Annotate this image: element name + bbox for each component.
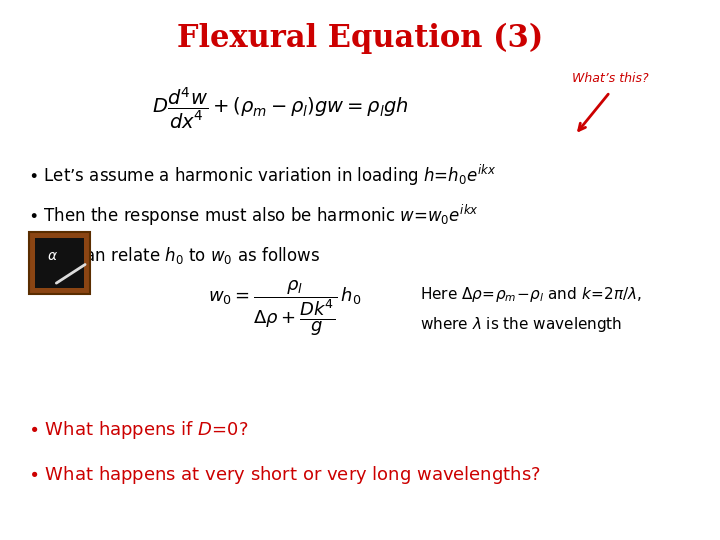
- Text: Here $\Delta\rho\!=\!\rho_m\!-\!\rho_l$ and $k\!=\!2\pi/\lambda,$: Here $\Delta\rho\!=\!\rho_m\!-\!\rho_l$ …: [420, 286, 642, 305]
- Text: $\bullet$ We can relate $\mathit{h}_0$ to $\mathit{w}_0$ as follows: $\bullet$ We can relate $\mathit{h}_0$ t…: [28, 245, 320, 266]
- Text: What’s this?: What’s this?: [572, 71, 648, 84]
- Text: where $\lambda$ is the wavelength: where $\lambda$ is the wavelength: [420, 315, 622, 334]
- Text: $\bullet$ Then the response must also be harmonic $\mathit{w}$=$\mathit{w}_0e^{i: $\bullet$ Then the response must also be…: [28, 202, 479, 227]
- Text: $\bullet$ Let’s assume a harmonic variation in loading $\mathit{h}$=$\mathit{h}_: $\bullet$ Let’s assume a harmonic variat…: [28, 163, 496, 187]
- Text: $w_0 = \dfrac{\rho_l}{\Delta\rho + \dfrac{Dk^4}{g}}\, h_0$: $w_0 = \dfrac{\rho_l}{\Delta\rho + \dfra…: [208, 278, 361, 338]
- Text: $\bullet$ What happens at very short or very long wavelengths?: $\bullet$ What happens at very short or …: [28, 464, 541, 486]
- FancyBboxPatch shape: [35, 238, 84, 288]
- Text: $D\dfrac{d^4w}{dx^4}+(\rho_m-\rho_l)gw=\rho_l gh$: $D\dfrac{d^4w}{dx^4}+(\rho_m-\rho_l)gw=\…: [151, 85, 408, 131]
- FancyBboxPatch shape: [29, 232, 90, 294]
- Text: $\bullet$ What happens if $\mathit{D}$=0?: $\bullet$ What happens if $\mathit{D}$=0…: [28, 419, 248, 441]
- Text: $\alpha$: $\alpha$: [47, 249, 58, 263]
- Text: Flexural Equation (3): Flexural Equation (3): [177, 22, 543, 53]
